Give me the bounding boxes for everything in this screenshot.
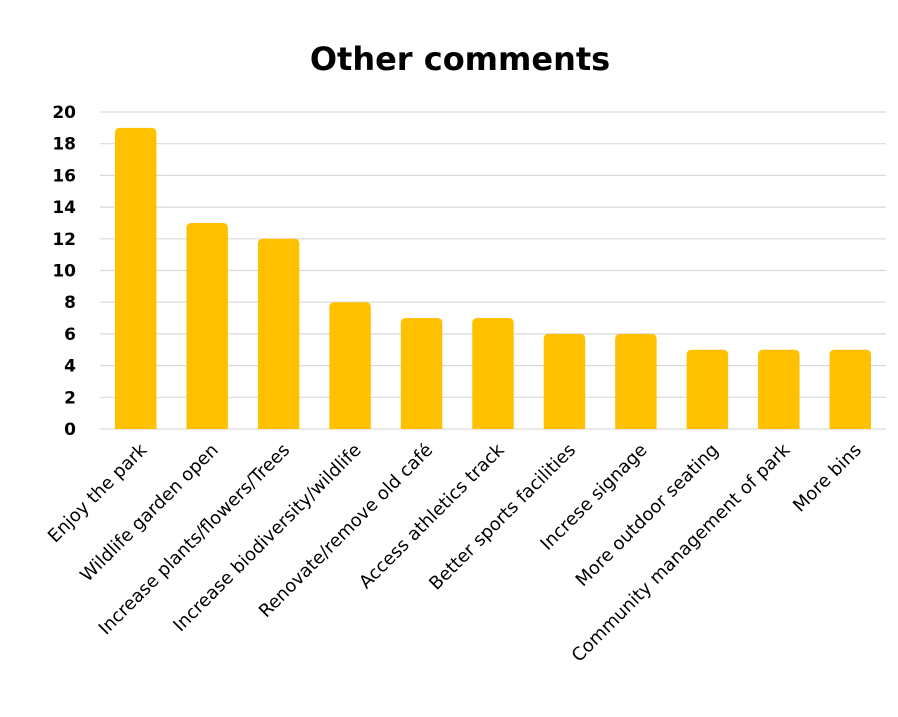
y-tick-label: 2 [64,388,76,408]
y-tick-label: 20 [52,103,76,123]
y-axis-ticks: 0 2 4 6 8 10 12 14 16 18 20 [52,103,76,440]
bar-9 [758,349,800,429]
bar-3 [329,302,371,429]
bar-4 [400,318,443,429]
y-tick-label: 10 [52,262,76,282]
y-tick-label: 16 [52,166,76,186]
chart-title: Other comments [310,40,610,78]
x-category-label: Access athletics track [355,439,509,593]
bar-1 [186,222,228,429]
y-tick-label: 6 [64,325,76,345]
bar-7 [615,333,657,429]
y-tick-label: 0 [64,420,76,440]
bar-6 [543,333,586,429]
bar-0 [115,127,157,429]
bar-2 [257,238,300,429]
bar-5 [472,318,514,429]
bar-10 [829,349,871,429]
x-category-label: More outdoor seating [572,440,723,591]
y-tick-label: 8 [64,293,76,313]
y-tick-label: 12 [52,230,76,250]
y-tick-label: 4 [64,357,76,377]
x-category-label: More bins [789,440,866,517]
x-category-label: Better sports facilities [425,440,580,595]
y-tick-label: 18 [52,135,76,155]
gridlines [100,111,886,430]
bar-8 [686,349,729,429]
y-tick-label: 14 [52,198,76,218]
x-category-label: Wildlife garden open [76,440,222,586]
bars [115,127,871,429]
